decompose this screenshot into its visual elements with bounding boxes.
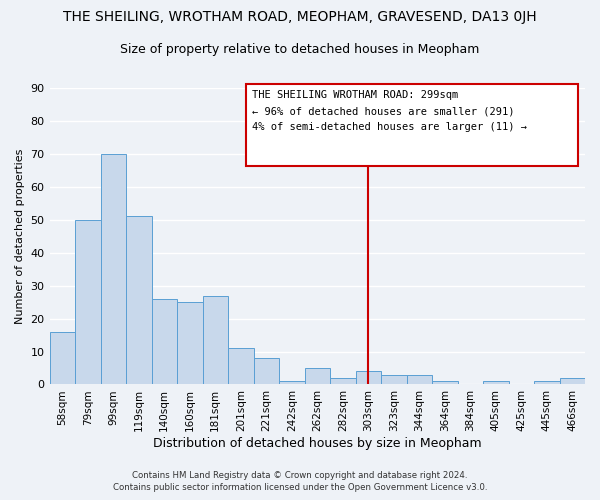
Bar	[254, 358, 279, 384]
Text: Size of property relative to detached houses in Meopham: Size of property relative to detached ho…	[121, 42, 479, 56]
Bar	[432, 381, 458, 384]
Bar	[381, 374, 407, 384]
Bar	[407, 374, 432, 384]
Bar	[534, 381, 560, 384]
Text: 4% of semi-detached houses are larger (11) →: 4% of semi-detached houses are larger (1…	[253, 122, 527, 132]
Text: THE SHEILING, WROTHAM ROAD, MEOPHAM, GRAVESEND, DA13 0JH: THE SHEILING, WROTHAM ROAD, MEOPHAM, GRA…	[63, 10, 537, 24]
Bar	[305, 368, 330, 384]
Bar	[126, 216, 152, 384]
Bar	[101, 154, 126, 384]
Bar	[177, 302, 203, 384]
Bar	[50, 332, 75, 384]
Text: ← 96% of detached houses are smaller (291): ← 96% of detached houses are smaller (29…	[253, 106, 515, 116]
Bar	[279, 381, 305, 384]
Bar	[560, 378, 585, 384]
X-axis label: Distribution of detached houses by size in Meopham: Distribution of detached houses by size …	[153, 437, 482, 450]
Bar	[330, 378, 356, 384]
Text: Contains public sector information licensed under the Open Government Licence v3: Contains public sector information licen…	[113, 484, 487, 492]
Bar	[203, 296, 228, 384]
Bar	[228, 348, 254, 385]
Bar	[75, 220, 101, 384]
Text: Contains HM Land Registry data © Crown copyright and database right 2024.: Contains HM Land Registry data © Crown c…	[132, 471, 468, 480]
Text: THE SHEILING WROTHAM ROAD: 299sqm: THE SHEILING WROTHAM ROAD: 299sqm	[253, 90, 459, 100]
Bar	[152, 299, 177, 384]
Bar	[356, 372, 381, 384]
Y-axis label: Number of detached properties: Number of detached properties	[15, 148, 25, 324]
Bar	[483, 381, 509, 384]
